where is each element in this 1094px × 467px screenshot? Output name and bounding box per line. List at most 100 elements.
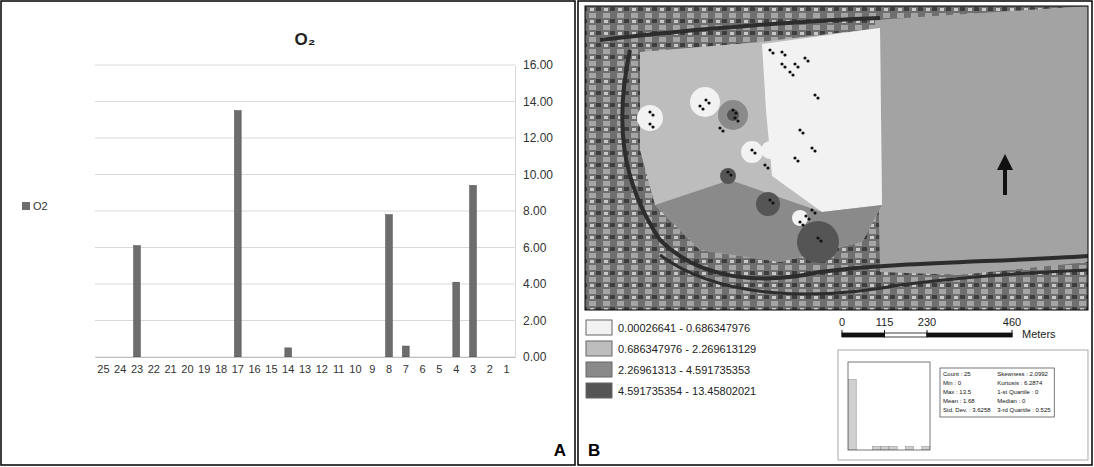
scale-label: 230 (918, 316, 936, 328)
tick: 9 (369, 357, 375, 375)
bar (285, 348, 292, 357)
tick-label: 13 (299, 363, 311, 375)
legend-label: 0.686347976 - 2.269613129 (618, 343, 756, 355)
sample-point (801, 223, 804, 226)
sample-point (783, 53, 786, 56)
stat: 3-rd Quartile : 0.525 (997, 407, 1051, 413)
tick: 2 (487, 357, 493, 375)
tick: 11 (333, 357, 344, 375)
sample-point (793, 156, 796, 159)
scale-label: 0 (839, 316, 845, 328)
sample-point (771, 201, 774, 204)
tick-label: 6 (420, 363, 426, 375)
sample-point (707, 101, 710, 104)
bar (352, 357, 359, 358)
road (600, 18, 1088, 278)
bar (436, 357, 443, 358)
histogram-bar (905, 446, 913, 450)
sample-point (733, 116, 736, 119)
tick-label: 8 (386, 363, 392, 375)
sample-point (648, 110, 651, 113)
scale-tick (1012, 330, 1013, 337)
scale-unit: Meters (1022, 328, 1056, 340)
tick: 13 (299, 357, 311, 375)
tick: 15 (265, 357, 277, 375)
tick: 0.00 (515, 350, 547, 364)
stat: Skewness : 2.0992 (997, 371, 1048, 377)
bar (486, 357, 493, 358)
legend-label: 0.00026641 - 0.686347976 (618, 322, 750, 334)
histogram-bar (881, 446, 889, 450)
bar (251, 357, 258, 358)
sample-point (796, 159, 799, 162)
sample-point (763, 163, 766, 166)
tick-label: 24 (114, 363, 126, 375)
tick-label: 10 (349, 363, 361, 375)
bar (318, 357, 325, 358)
tick: 4 (453, 357, 459, 375)
scale-label: 460 (1003, 316, 1021, 328)
zone (741, 141, 763, 163)
scale-tick (884, 330, 885, 337)
sample-point (731, 108, 734, 111)
bar (419, 357, 426, 358)
legend-swatch (586, 362, 612, 377)
tick: 8.00 (515, 204, 547, 218)
legend-label: 2.26961313 - 4.591735353 (618, 364, 750, 376)
stats-box (940, 368, 1054, 417)
sample-point (791, 73, 794, 76)
stat: Count : 25 (943, 371, 971, 377)
tick: 4.00 (515, 277, 547, 291)
sample-point (726, 170, 729, 173)
stat: Kurtosis : 6.2874 (997, 380, 1043, 386)
legend-label: 4.591735354 - 13.45802021 (618, 385, 756, 397)
tick: 16.00 (515, 58, 553, 72)
sample-point (810, 208, 813, 211)
tick-label: 3 (470, 363, 476, 375)
tick-label: 16 (248, 363, 260, 375)
grid (95, 65, 515, 357)
bar (386, 215, 393, 357)
bar (218, 357, 225, 358)
tick-label: 5 (436, 363, 442, 375)
bar (134, 246, 141, 357)
grid-line (95, 284, 515, 285)
zone (640, 28, 882, 262)
tick-label: 4 (453, 363, 459, 375)
stat: Median : 0 (997, 398, 1026, 404)
road (660, 255, 1088, 294)
tick-label: 10.00 (523, 168, 553, 182)
sample-point (783, 65, 786, 68)
tick-label: 0.00 (523, 350, 547, 364)
tick-label: 14.00 (523, 95, 553, 109)
tick-label: 14 (282, 363, 294, 375)
tick: 25 (97, 357, 109, 375)
sample-point (721, 129, 724, 132)
sample-point (734, 111, 737, 114)
legend-swatch (586, 341, 612, 356)
scale-label: 115 (876, 316, 894, 328)
tick: 24 (114, 357, 126, 375)
sample-point (768, 48, 771, 51)
tick-label: 2 (487, 363, 493, 375)
bar (117, 357, 124, 358)
bar (100, 357, 107, 358)
tick-label: 7 (403, 363, 409, 375)
sample-point (804, 214, 807, 217)
sample-point (698, 104, 701, 107)
sample-point (810, 146, 813, 149)
histogram-bar (848, 380, 856, 450)
sample-point (651, 113, 654, 116)
bar (167, 357, 174, 358)
sample-point (813, 211, 816, 214)
sample-point (796, 65, 799, 68)
sample-point (766, 166, 769, 169)
x-axis: 2524232221201918171615141312111098765432… (96, 357, 516, 375)
tick-label: 12 (316, 363, 328, 375)
sample-point (813, 93, 816, 96)
tick: 19 (198, 357, 210, 375)
panel-frame (1, 1, 575, 465)
tick-label: 20 (181, 363, 193, 375)
sample-points (648, 48, 822, 242)
stat: Max : 13.5 (943, 389, 972, 395)
